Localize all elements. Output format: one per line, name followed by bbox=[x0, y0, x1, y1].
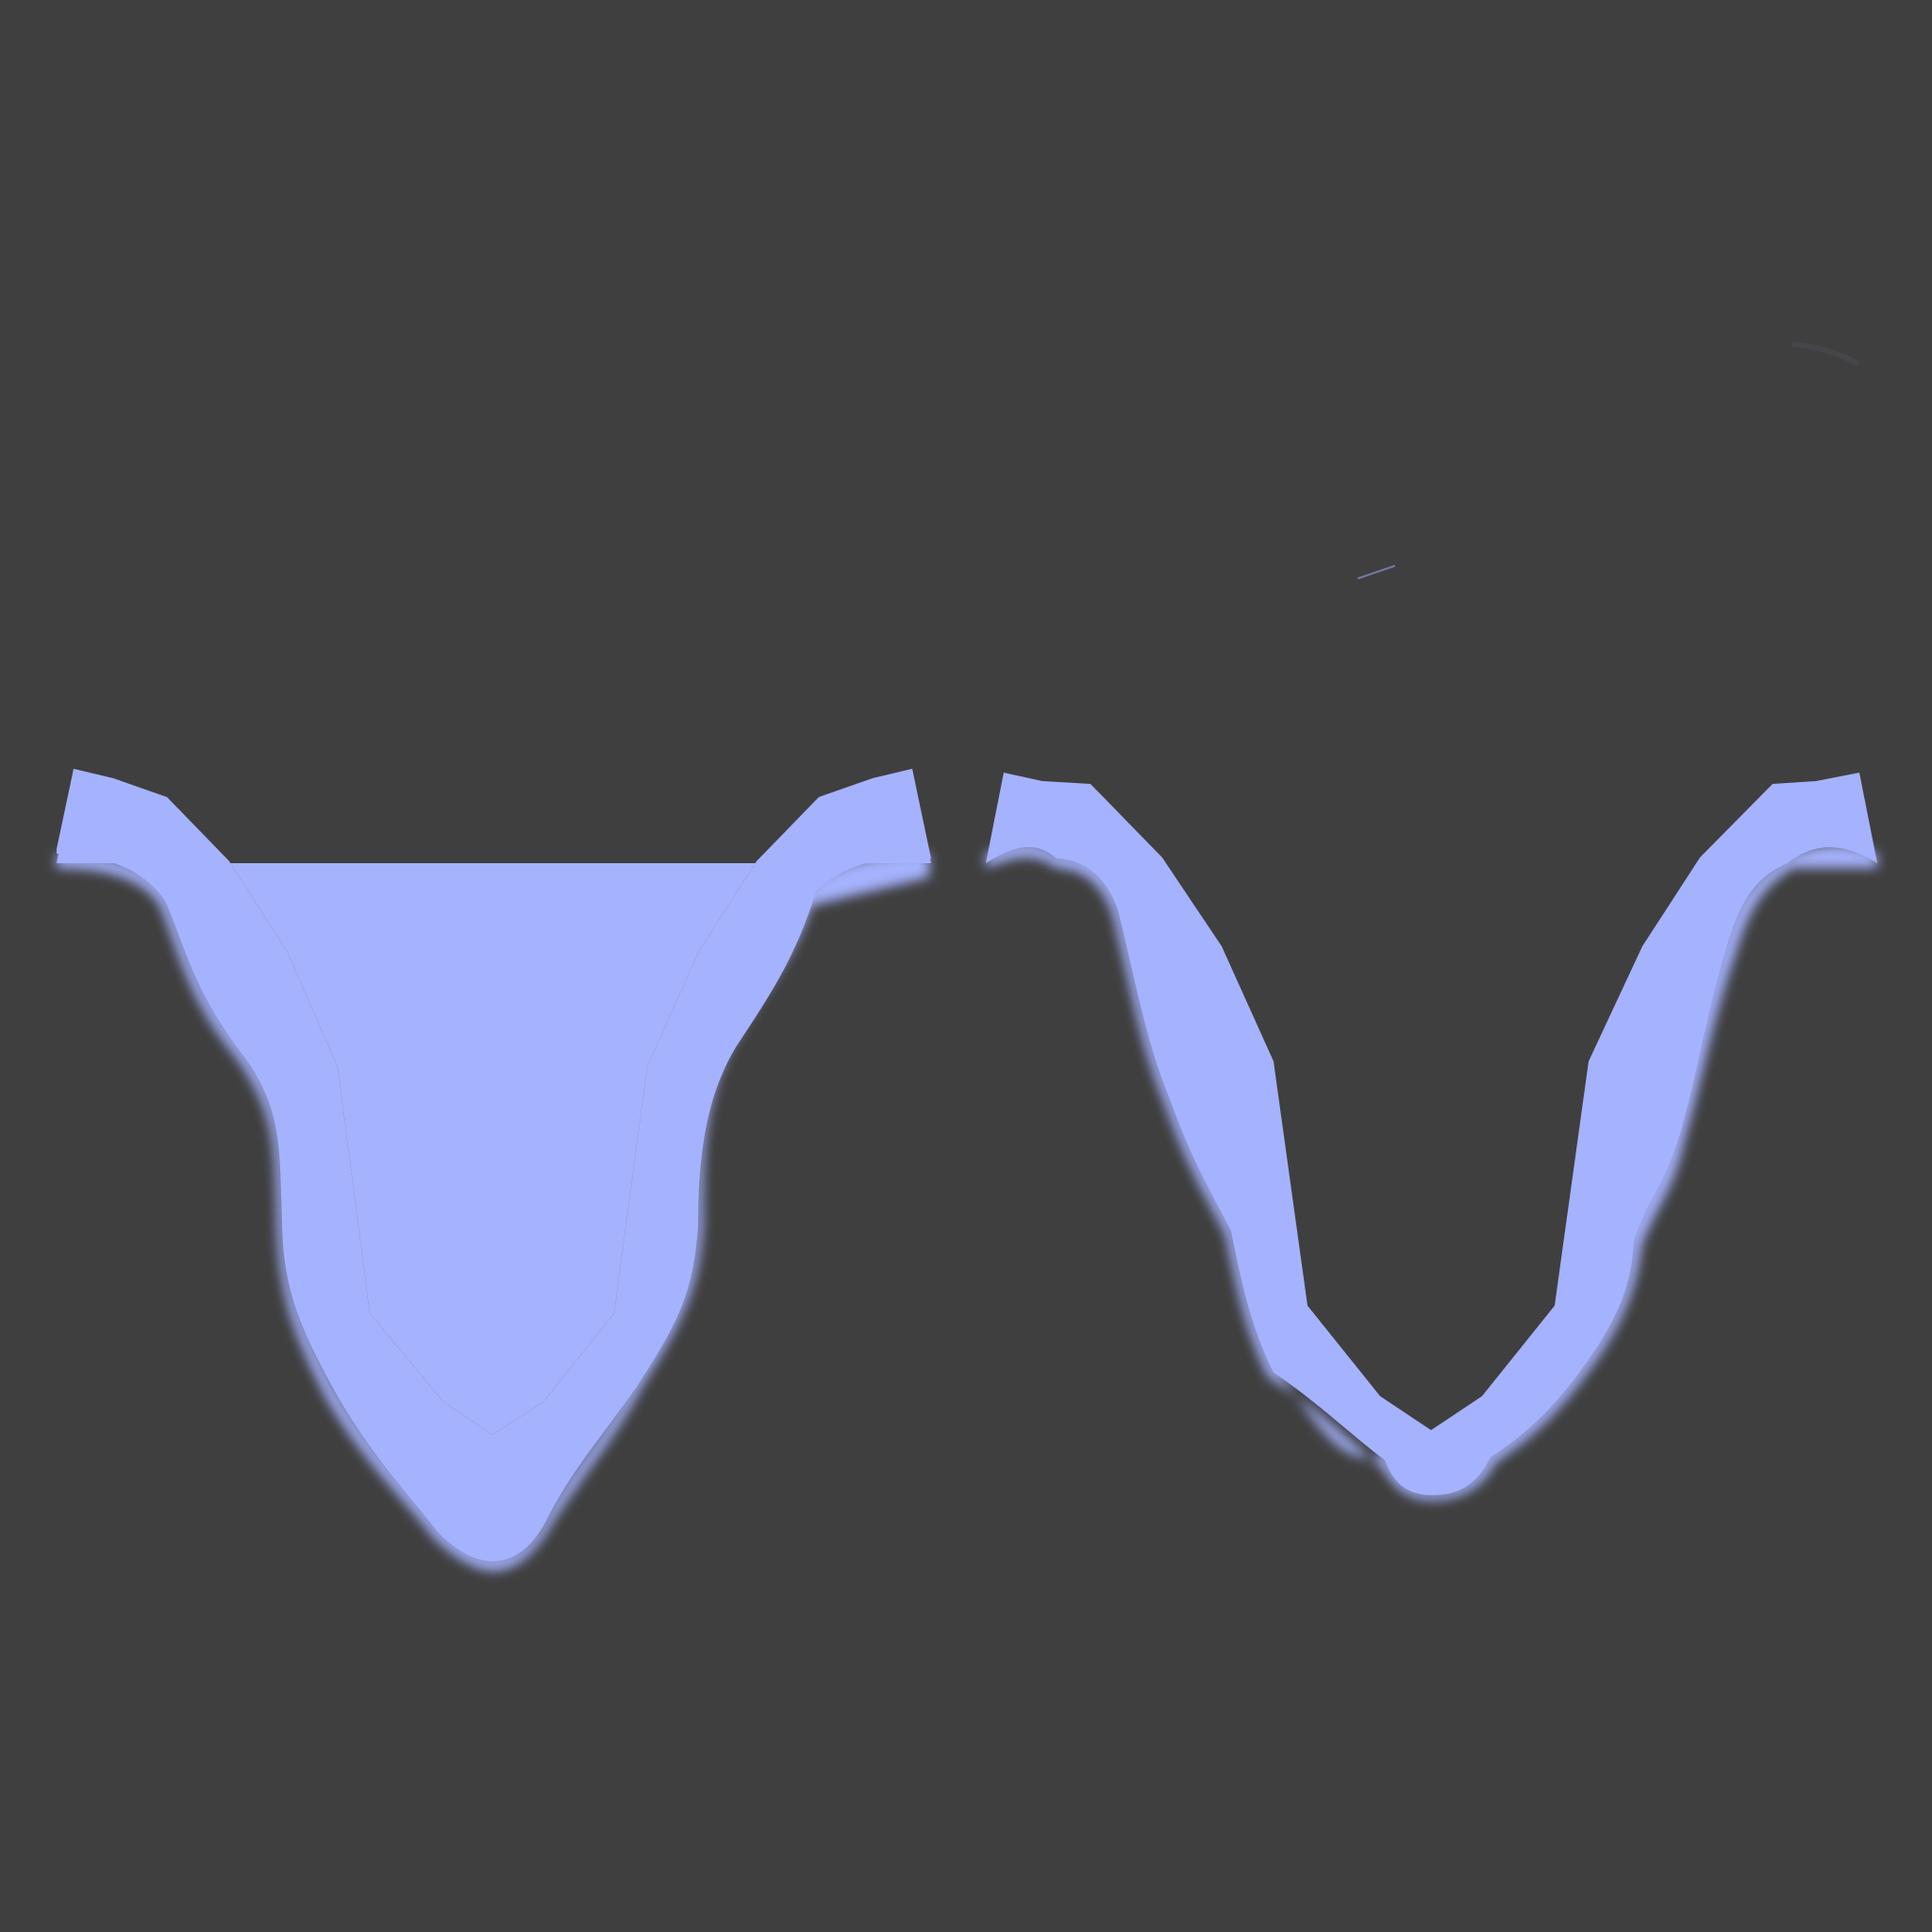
left-wave-crisp-top bbox=[57, 769, 931, 1435]
stray-marks bbox=[1357, 341, 1859, 579]
stray-mark-small bbox=[1357, 565, 1395, 579]
right-wave-blurred-body bbox=[986, 842, 1877, 1500]
left-wave-band bbox=[57, 769, 931, 1561]
right-wave-shape bbox=[986, 773, 1877, 1500]
stray-mark-upper bbox=[1791, 341, 1859, 366]
left-wave-shape bbox=[57, 769, 931, 1571]
right-wave-band bbox=[986, 773, 1877, 1495]
